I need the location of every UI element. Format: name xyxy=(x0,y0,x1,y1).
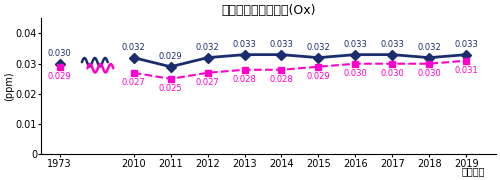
Text: 0.028: 0.028 xyxy=(232,75,256,84)
Text: 0.033: 0.033 xyxy=(270,40,293,49)
Text: 0.032: 0.032 xyxy=(418,43,441,52)
Text: 0.028: 0.028 xyxy=(270,75,293,84)
Text: 0.033: 0.033 xyxy=(344,40,367,49)
Text: 0.029: 0.029 xyxy=(159,52,182,61)
Text: 0.032: 0.032 xyxy=(306,43,330,52)
Text: 0.030: 0.030 xyxy=(418,69,441,78)
Text: 0.027: 0.027 xyxy=(122,78,146,87)
Text: 0.032: 0.032 xyxy=(122,43,146,52)
Text: 0.025: 0.025 xyxy=(159,84,182,93)
Text: 0.033: 0.033 xyxy=(232,40,256,49)
Text: 0.027: 0.027 xyxy=(196,78,220,87)
Text: 0.030: 0.030 xyxy=(380,69,404,78)
Text: 0.029: 0.029 xyxy=(306,72,330,81)
Text: 0.030: 0.030 xyxy=(48,49,72,58)
Text: 0.032: 0.032 xyxy=(196,43,220,52)
Text: （年度）: （年度） xyxy=(462,166,485,176)
Text: 0.033: 0.033 xyxy=(454,40,478,49)
Text: 0.031: 0.031 xyxy=(454,66,478,75)
Text: 0.033: 0.033 xyxy=(380,40,404,49)
Text: 0.030: 0.030 xyxy=(344,69,367,78)
Y-axis label: (ppm): (ppm) xyxy=(4,72,14,101)
Title: 光化学オキシダント(Ox): 光化学オキシダント(Ox) xyxy=(222,4,316,17)
Text: 0.029: 0.029 xyxy=(48,72,72,81)
